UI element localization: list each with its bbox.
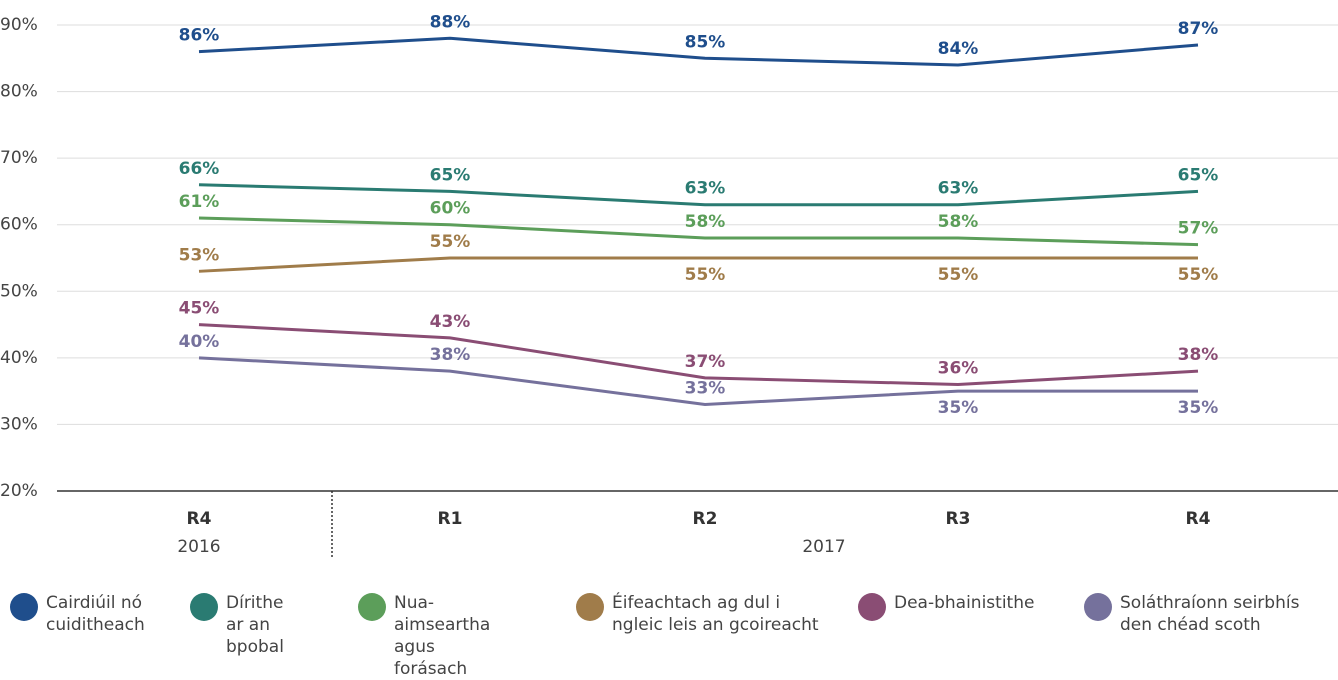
data-label: 35% — [1178, 398, 1219, 418]
legend-item: Soláthraíonn seirbhís den chéad scoth — [1084, 592, 1334, 636]
line — [198, 183, 1199, 207]
data-label: 65% — [1178, 165, 1219, 185]
y-tick-label: 60% — [0, 215, 38, 235]
data-label: 38% — [430, 345, 471, 365]
data-label: 53% — [179, 245, 220, 265]
data-label: 61% — [179, 192, 220, 212]
legend-label: Cairdiúil nó cuiditheach — [46, 593, 145, 635]
data-label: 38% — [1178, 345, 1219, 365]
legend-item: Dírithe ar an bpobal — [190, 592, 300, 658]
legend-item: Éifeachtach ag dul i ngleic leis an gcoi… — [576, 592, 826, 636]
data-label: 55% — [430, 232, 471, 252]
data-label: 63% — [938, 179, 979, 199]
chart: 20% 30% 40% 50% 60% 70% 80% 90% R4 R1 R2 R3 R4 2016 20… — [0, 12, 1338, 558]
y-tick-label: 70% — [0, 148, 38, 168]
data-label: 57% — [1178, 219, 1219, 239]
x-tick-label: R3 — [946, 509, 971, 529]
legend-item: Cairdiúil nó cuiditheach — [10, 592, 145, 636]
x-tick-label: R1 — [438, 509, 463, 529]
legend-swatch — [858, 593, 886, 621]
data-label: 55% — [1178, 265, 1219, 285]
data-label: 40% — [179, 332, 220, 352]
legend-swatch — [576, 593, 604, 621]
line — [198, 323, 1199, 386]
data-label: 87% — [1178, 19, 1219, 39]
line — [198, 256, 1198, 273]
y-tick-label: 30% — [0, 414, 38, 434]
data-label: 65% — [430, 165, 471, 185]
y-tick-label: 40% — [0, 348, 38, 368]
data-label: 58% — [938, 212, 979, 232]
data-label: 58% — [685, 212, 726, 232]
x-tick-label: R4 — [1186, 509, 1211, 529]
y-tick-label: 50% — [0, 281, 38, 301]
data-label: 33% — [685, 378, 726, 398]
data-label: 88% — [430, 12, 471, 32]
data-label: 55% — [938, 265, 979, 285]
legend-item: Nua-aimseartha agus forásach — [358, 592, 508, 680]
legend-swatch — [190, 593, 218, 621]
x-tick-label: R4 — [187, 509, 212, 529]
data-label: 43% — [430, 312, 471, 332]
legend-label: Soláthraíonn seirbhís den chéad scoth — [1120, 593, 1300, 635]
data-label: 35% — [938, 398, 979, 418]
legend-swatch — [1084, 593, 1112, 621]
page: 20% 30% 40% 50% 60% 70% 80% 90% R4 R1 R2 R3 R4 2016 20… — [0, 12, 1338, 679]
data-label: 60% — [430, 199, 471, 219]
legend-swatch — [358, 593, 386, 621]
data-label: 66% — [179, 159, 220, 179]
legend-label: Éifeachtach ag dul i ngleic leis an gcoi… — [612, 593, 819, 635]
data-label: 86% — [179, 26, 220, 46]
legend-label: Nua-aimseartha agus forásach — [394, 593, 491, 679]
line — [198, 216, 1199, 247]
y-tick-label: 20% — [0, 481, 38, 501]
x-group-label: 2016 — [177, 537, 220, 557]
x-group-label: 2017 — [802, 537, 845, 557]
legend-label: Dírithe ar an bpobal — [226, 593, 284, 657]
data-label: 45% — [179, 299, 220, 319]
line — [198, 36, 1199, 67]
legend-swatch — [10, 593, 38, 621]
data-label: 63% — [685, 179, 726, 199]
data-label: 84% — [938, 39, 979, 59]
line — [198, 356, 1198, 406]
y-tick-label: 80% — [0, 82, 38, 102]
data-label: 85% — [685, 32, 726, 52]
legend-item: Dea-bhainistithe — [858, 592, 1058, 621]
y-tick-label: 90% — [0, 15, 38, 35]
legend-label: Dea-bhainistithe — [894, 593, 1035, 613]
data-label: 55% — [685, 265, 726, 285]
data-label: 37% — [685, 352, 726, 372]
x-tick-label: R2 — [693, 509, 718, 529]
data-label: 36% — [938, 358, 979, 378]
